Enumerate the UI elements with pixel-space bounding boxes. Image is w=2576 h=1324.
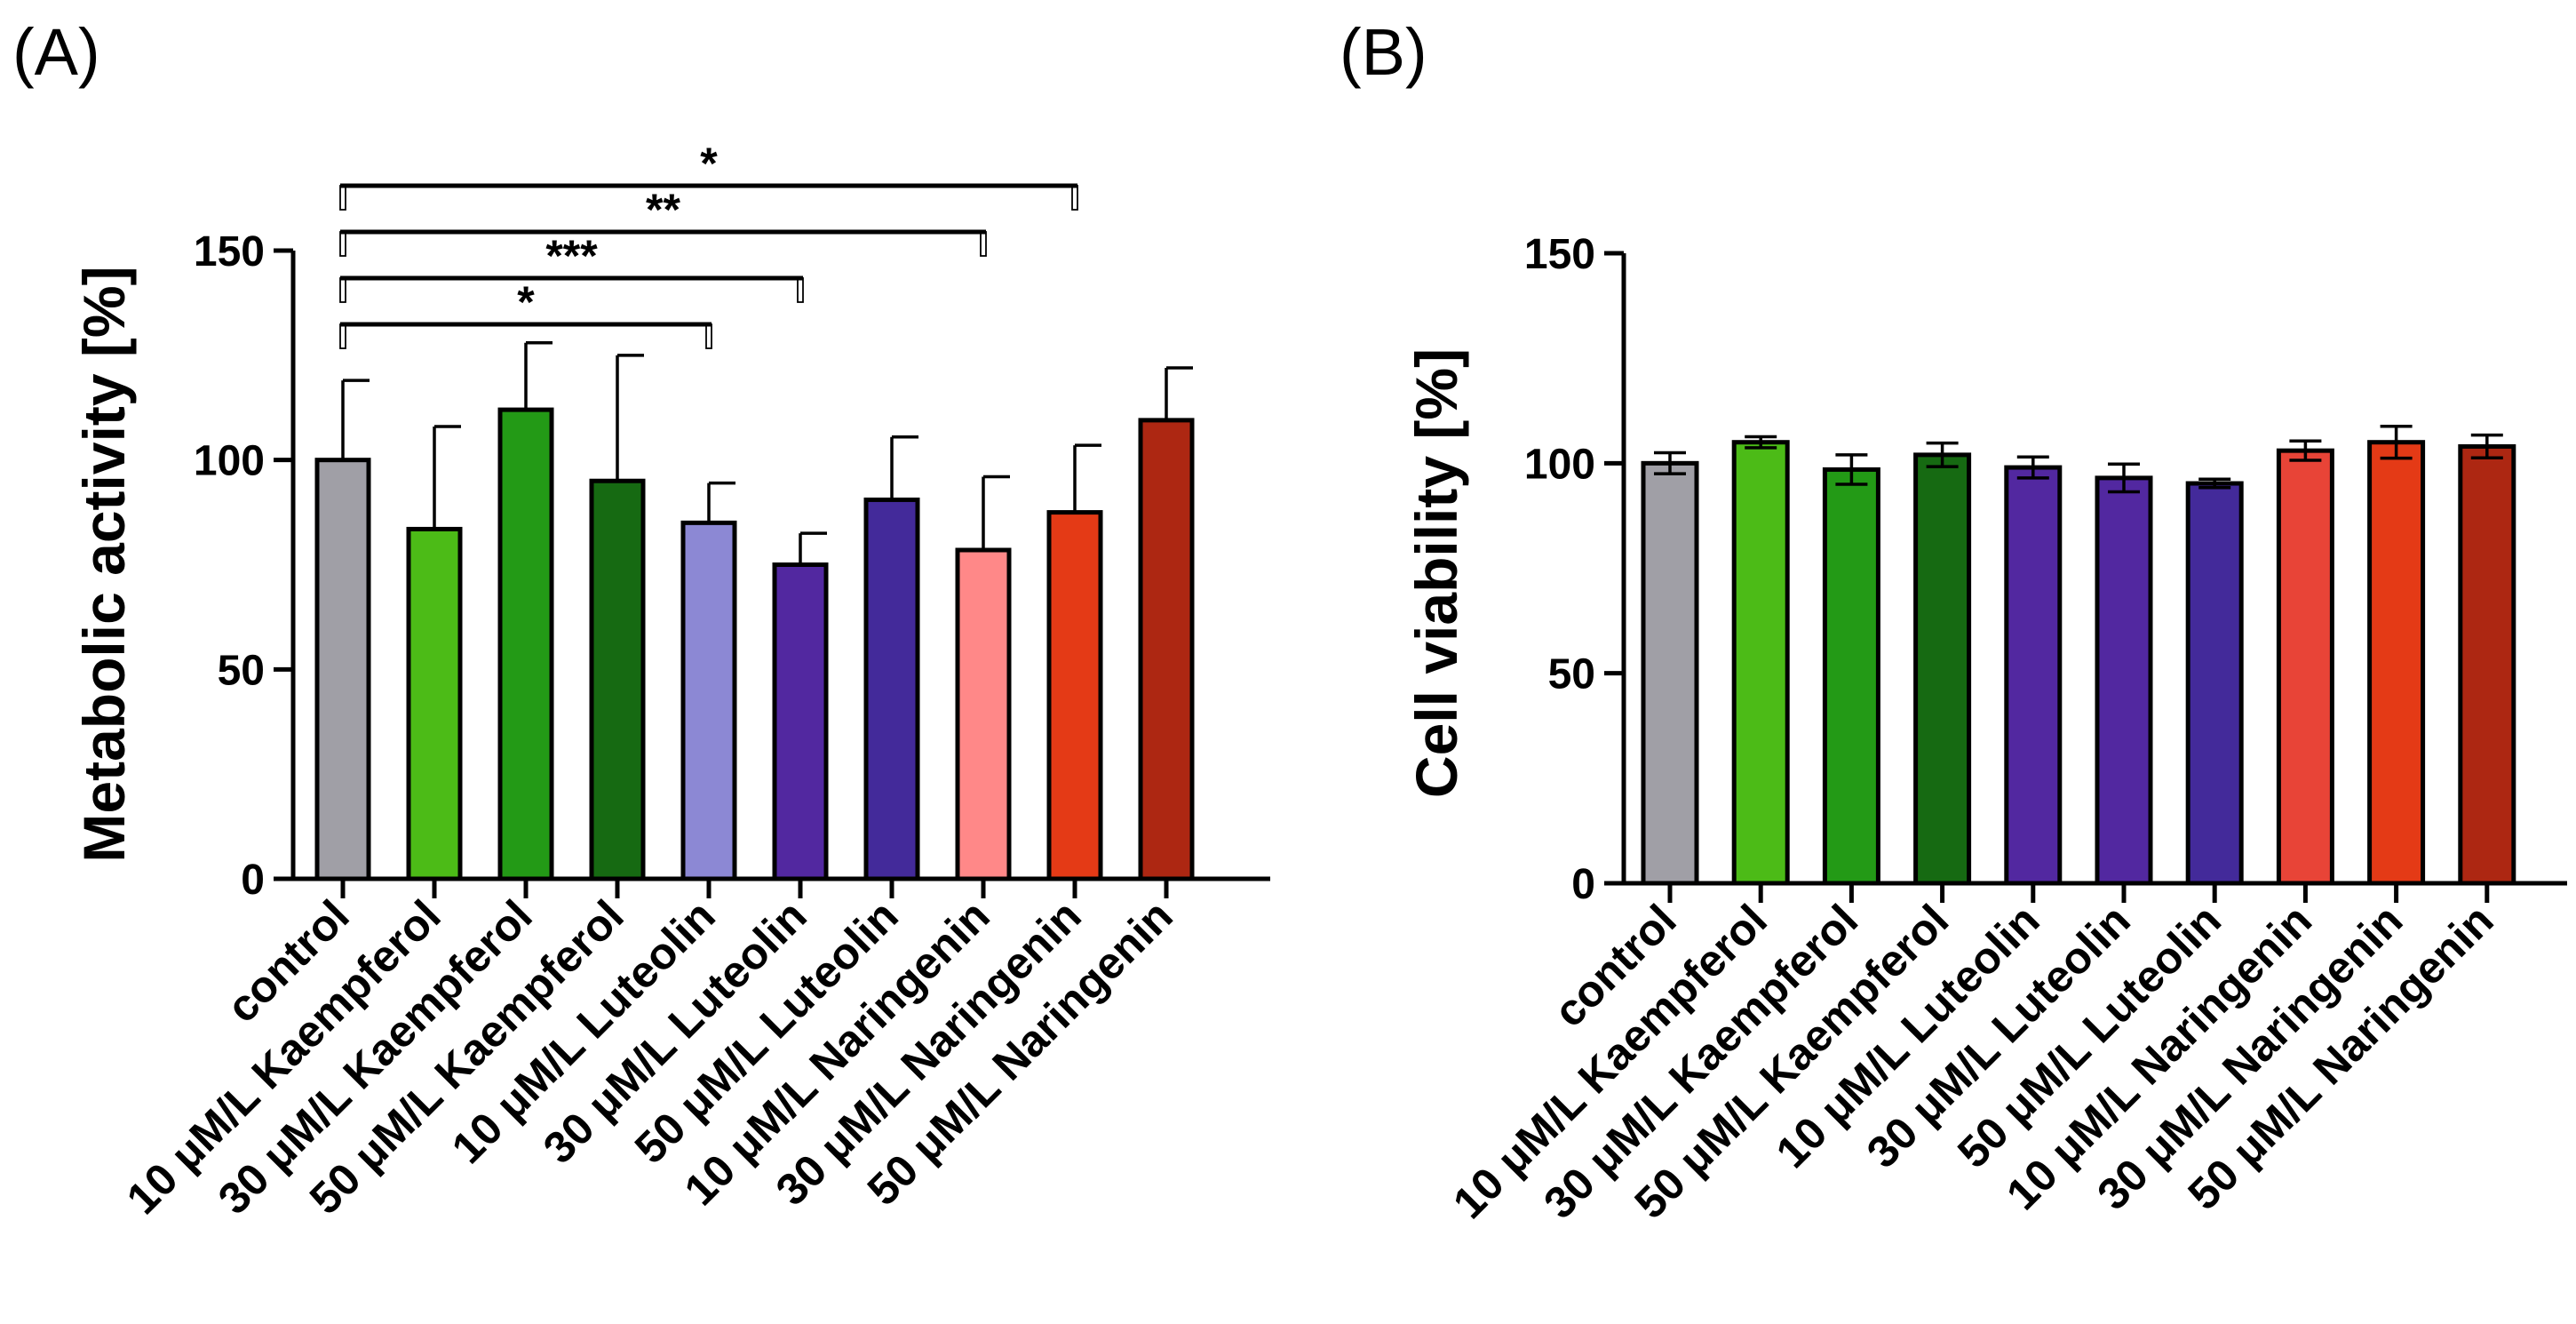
panel-b-bar-0 xyxy=(1641,460,1699,886)
panel-a-significance-bracket: ** xyxy=(339,185,987,257)
panel-a-y-tick-label: 50 xyxy=(218,647,265,694)
panel-b-label: (B) xyxy=(1340,15,1427,89)
panel-a-bar-3 xyxy=(589,478,646,881)
panel-a-significance-bracket: * xyxy=(339,139,1078,211)
panel-a-significance-bracket: *** xyxy=(339,231,804,303)
panel-b-bar-2 xyxy=(1822,467,1880,886)
panel-a-y-tick-label: 150 xyxy=(194,228,265,275)
panel-b-bar-9 xyxy=(2458,443,2516,886)
panel-b-bar-6 xyxy=(2185,481,2244,886)
panel-a-bar-7 xyxy=(955,547,1012,881)
panel-a-bar-5 xyxy=(772,562,829,881)
panel-b-y-axis-title: Cell viability [%] xyxy=(1403,348,1469,798)
panel-a-bar-8 xyxy=(1046,510,1103,881)
panel-a-significance-label: ** xyxy=(646,185,680,235)
panel-a-bar-1 xyxy=(406,526,463,881)
panel-a-significance-label: *** xyxy=(545,231,598,281)
panel-a-bar-9 xyxy=(1138,418,1195,881)
panel-a-bar-4 xyxy=(680,520,737,881)
panel-a-bar-2 xyxy=(497,407,554,881)
panel-b-bar-4 xyxy=(2004,465,2063,886)
panel-b-bar-8 xyxy=(2367,440,2426,886)
panel-a-y-tick-label: 100 xyxy=(194,438,265,485)
panel-a-y-axis-title: Metabolic activity [%] xyxy=(71,266,137,862)
panel-a-bar-0 xyxy=(314,458,371,881)
panel-a-significance-label: * xyxy=(517,277,535,327)
panel-b-y-tick-label: 100 xyxy=(1524,441,1595,488)
panel-b-y-tick-label: 150 xyxy=(1524,231,1595,278)
panel-a-bar-6 xyxy=(863,497,920,881)
panel-b-y-tick-label: 0 xyxy=(1571,861,1595,908)
panel-a-significance-bracket: * xyxy=(339,277,712,349)
panel-a-significance-label: * xyxy=(700,139,718,188)
panel-b-bar-3 xyxy=(1913,452,1972,886)
panel-a-y-tick-label: 0 xyxy=(241,857,265,904)
panel-a-label: (A) xyxy=(12,15,100,89)
panel-b-bar-1 xyxy=(1731,440,1790,886)
panel-b-y-tick-label: 50 xyxy=(1548,651,1595,698)
panel-b-bar-5 xyxy=(2095,475,2153,886)
panel-b-bar-7 xyxy=(2276,448,2334,886)
